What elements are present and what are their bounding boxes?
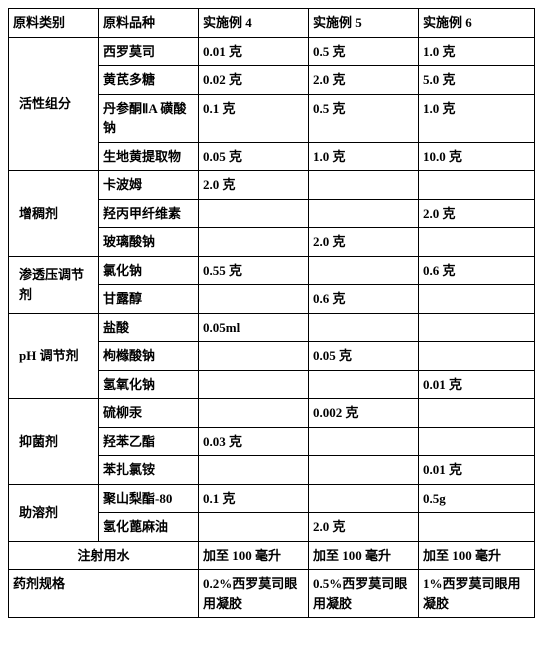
variety-cell: 甘露醇 bbox=[99, 285, 199, 314]
table-row: 增稠剂卡波姆2.0 克 bbox=[9, 171, 535, 200]
header-variety: 原料品种 bbox=[99, 9, 199, 38]
value-e4 bbox=[199, 228, 309, 257]
value-e6 bbox=[419, 427, 535, 456]
value-e6 bbox=[419, 313, 535, 342]
value-e4 bbox=[199, 285, 309, 314]
spec-e4: 0.2%西罗莫司眼用凝胶 bbox=[199, 570, 309, 618]
table-row: 助溶剂聚山梨酯-800.1 克0.5g bbox=[9, 484, 535, 513]
value-e4: 0.1 克 bbox=[199, 484, 309, 513]
variety-cell: 氢氧化钠 bbox=[99, 370, 199, 399]
value-e5 bbox=[309, 171, 419, 200]
value-e5: 2.0 克 bbox=[309, 513, 419, 542]
table-row: 活性组分西罗莫司0.01 克0.5 克1.0 克 bbox=[9, 37, 535, 66]
value-e5: 2.0 克 bbox=[309, 66, 419, 95]
value-e6: 10.0 克 bbox=[419, 142, 535, 171]
value-e5: 0.5 克 bbox=[309, 37, 419, 66]
variety-cell: 生地黄提取物 bbox=[99, 142, 199, 171]
value-e6 bbox=[419, 399, 535, 428]
variety-cell: 羟苯乙酯 bbox=[99, 427, 199, 456]
variety-cell: 氯化钠 bbox=[99, 256, 199, 285]
variety-cell: 西罗莫司 bbox=[99, 37, 199, 66]
water-row: 注射用水加至 100 毫升加至 100 毫升加至 100 毫升 bbox=[9, 541, 535, 570]
category-cell: 渗透压调节剂 bbox=[9, 256, 99, 313]
header-example-4: 实施例 4 bbox=[199, 9, 309, 38]
value-e4 bbox=[199, 370, 309, 399]
value-e5 bbox=[309, 456, 419, 485]
value-e4 bbox=[199, 399, 309, 428]
water-e4: 加至 100 毫升 bbox=[199, 541, 309, 570]
variety-cell: 玻璃酸钠 bbox=[99, 228, 199, 257]
spec-e5: 0.5%西罗莫司眼用凝胶 bbox=[309, 570, 419, 618]
spec-row: 药剂规格0.2%西罗莫司眼用凝胶0.5%西罗莫司眼用凝胶1%西罗莫司眼用凝胶 bbox=[9, 570, 535, 618]
water-e5: 加至 100 毫升 bbox=[309, 541, 419, 570]
value-e5: 0.5 克 bbox=[309, 94, 419, 142]
header-example-5: 实施例 5 bbox=[309, 9, 419, 38]
value-e4: 2.0 克 bbox=[199, 171, 309, 200]
value-e4: 0.05 克 bbox=[199, 142, 309, 171]
value-e6: 0.5g bbox=[419, 484, 535, 513]
variety-cell: 丹参酮ⅡA 磺酸钠 bbox=[99, 94, 199, 142]
spec-label: 药剂规格 bbox=[9, 570, 199, 618]
value-e4: 0.05ml bbox=[199, 313, 309, 342]
table-row: 渗透压调节剂氯化钠0.55 克0.6 克 bbox=[9, 256, 535, 285]
value-e6: 0.6 克 bbox=[419, 256, 535, 285]
value-e4: 0.01 克 bbox=[199, 37, 309, 66]
value-e5 bbox=[309, 427, 419, 456]
variety-cell: 氢化蓖麻油 bbox=[99, 513, 199, 542]
value-e6: 0.01 克 bbox=[419, 370, 535, 399]
variety-cell: 聚山梨酯-80 bbox=[99, 484, 199, 513]
category-cell: 抑菌剂 bbox=[9, 399, 99, 485]
value-e5 bbox=[309, 199, 419, 228]
value-e4 bbox=[199, 456, 309, 485]
value-e6: 0.01 克 bbox=[419, 456, 535, 485]
value-e6: 5.0 克 bbox=[419, 66, 535, 95]
value-e6: 2.0 克 bbox=[419, 199, 535, 228]
value-e5: 2.0 克 bbox=[309, 228, 419, 257]
value-e4: 0.55 克 bbox=[199, 256, 309, 285]
category-cell: 活性组分 bbox=[9, 37, 99, 171]
header-category: 原料类别 bbox=[9, 9, 99, 38]
value-e6 bbox=[419, 513, 535, 542]
spec-e6: 1%西罗莫司眼用凝胶 bbox=[419, 570, 535, 618]
table-row: pH 调节剂盐酸0.05ml bbox=[9, 313, 535, 342]
water-label: 注射用水 bbox=[9, 541, 199, 570]
value-e6 bbox=[419, 285, 535, 314]
value-e5: 0.002 克 bbox=[309, 399, 419, 428]
value-e5: 1.0 克 bbox=[309, 142, 419, 171]
ingredients-table: 原料类别原料品种实施例 4实施例 5实施例 6活性组分西罗莫司0.01 克0.5… bbox=[8, 8, 535, 618]
variety-cell: 苯扎氯铵 bbox=[99, 456, 199, 485]
value-e5: 0.05 克 bbox=[309, 342, 419, 371]
value-e5: 0.6 克 bbox=[309, 285, 419, 314]
category-cell: pH 调节剂 bbox=[9, 313, 99, 399]
variety-cell: 羟丙甲纤维素 bbox=[99, 199, 199, 228]
category-cell: 增稠剂 bbox=[9, 171, 99, 257]
value-e6 bbox=[419, 228, 535, 257]
value-e4: 0.02 克 bbox=[199, 66, 309, 95]
variety-cell: 盐酸 bbox=[99, 313, 199, 342]
table-row: 抑菌剂硫柳汞0.002 克 bbox=[9, 399, 535, 428]
value-e4 bbox=[199, 199, 309, 228]
value-e4: 0.1 克 bbox=[199, 94, 309, 142]
value-e6: 1.0 克 bbox=[419, 94, 535, 142]
value-e4: 0.03 克 bbox=[199, 427, 309, 456]
water-e6: 加至 100 毫升 bbox=[419, 541, 535, 570]
value-e5 bbox=[309, 313, 419, 342]
variety-cell: 卡波姆 bbox=[99, 171, 199, 200]
value-e4 bbox=[199, 513, 309, 542]
value-e6: 1.0 克 bbox=[419, 37, 535, 66]
variety-cell: 硫柳汞 bbox=[99, 399, 199, 428]
value-e5 bbox=[309, 484, 419, 513]
value-e5 bbox=[309, 370, 419, 399]
value-e6 bbox=[419, 171, 535, 200]
value-e6 bbox=[419, 342, 535, 371]
variety-cell: 枸橼酸钠 bbox=[99, 342, 199, 371]
value-e5 bbox=[309, 256, 419, 285]
header-example-6: 实施例 6 bbox=[419, 9, 535, 38]
variety-cell: 黄芪多糖 bbox=[99, 66, 199, 95]
value-e4 bbox=[199, 342, 309, 371]
category-cell: 助溶剂 bbox=[9, 484, 99, 541]
